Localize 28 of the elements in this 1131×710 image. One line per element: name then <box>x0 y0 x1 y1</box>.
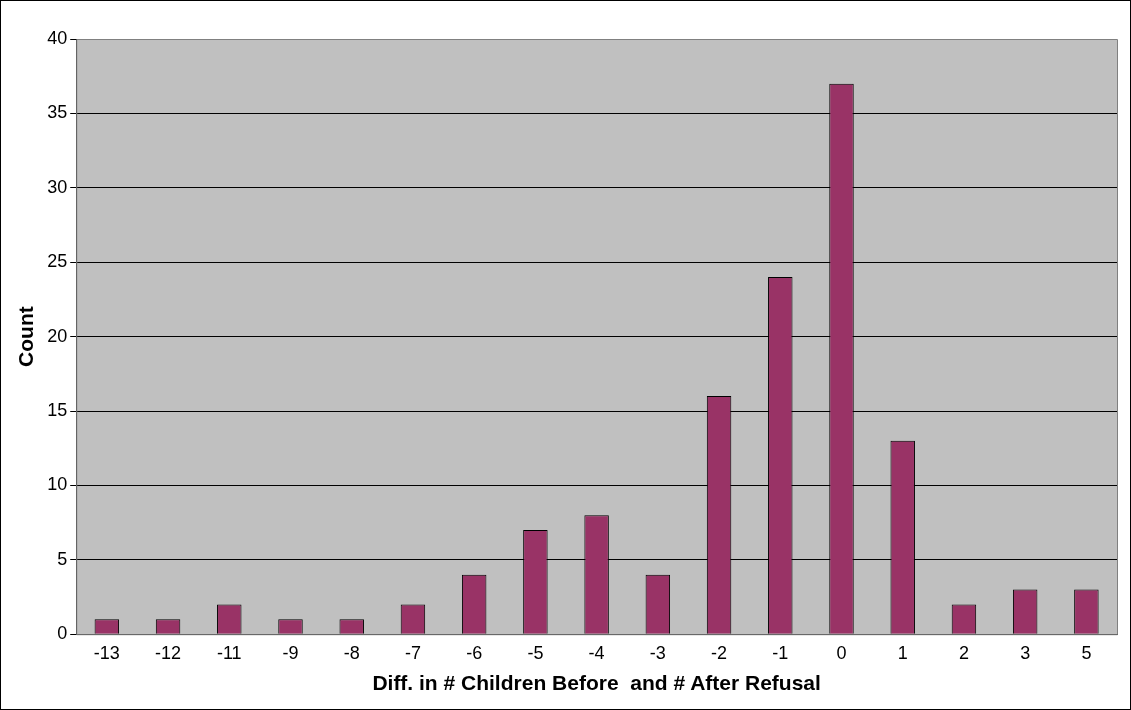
x-tick-label: -7 <box>404 642 421 663</box>
x-tick-label: -11 <box>216 642 242 663</box>
x-tick-label: -3 <box>649 642 666 663</box>
y-tick-label: 5 <box>57 548 68 569</box>
x-tick-label: 0 <box>836 642 847 663</box>
x-tick-label: 5 <box>1081 642 1092 663</box>
y-tick-label: 0 <box>57 623 68 644</box>
x-tick-label: -8 <box>343 642 360 663</box>
x-tick-label: -12 <box>155 642 182 663</box>
x-tick-label: -1 <box>772 642 789 663</box>
x-tick-label: 3 <box>1020 642 1031 663</box>
y-tick-label: 25 <box>47 251 68 272</box>
y-tick-label: 40 <box>47 27 68 48</box>
x-tick-label: -13 <box>93 642 120 663</box>
x-axis-title: Diff. in # Children Before and # After Refusal <box>372 671 821 695</box>
x-tick-label: -4 <box>588 642 605 663</box>
y-tick-label: 30 <box>47 176 68 197</box>
y-tick-label: 35 <box>47 102 68 123</box>
x-tick-label: -2 <box>711 642 728 663</box>
x-tick-label: -6 <box>466 642 483 663</box>
x-tick-label: 2 <box>958 642 969 663</box>
y-tick-label: 10 <box>47 474 68 495</box>
x-tick-label: -5 <box>527 642 544 663</box>
y-tick-label: 20 <box>47 325 68 346</box>
y-tick-label: 15 <box>47 399 68 420</box>
x-tick-label: -9 <box>282 642 299 663</box>
x-tick-label: 1 <box>897 642 908 663</box>
y-axis-title: Count <box>14 306 38 367</box>
